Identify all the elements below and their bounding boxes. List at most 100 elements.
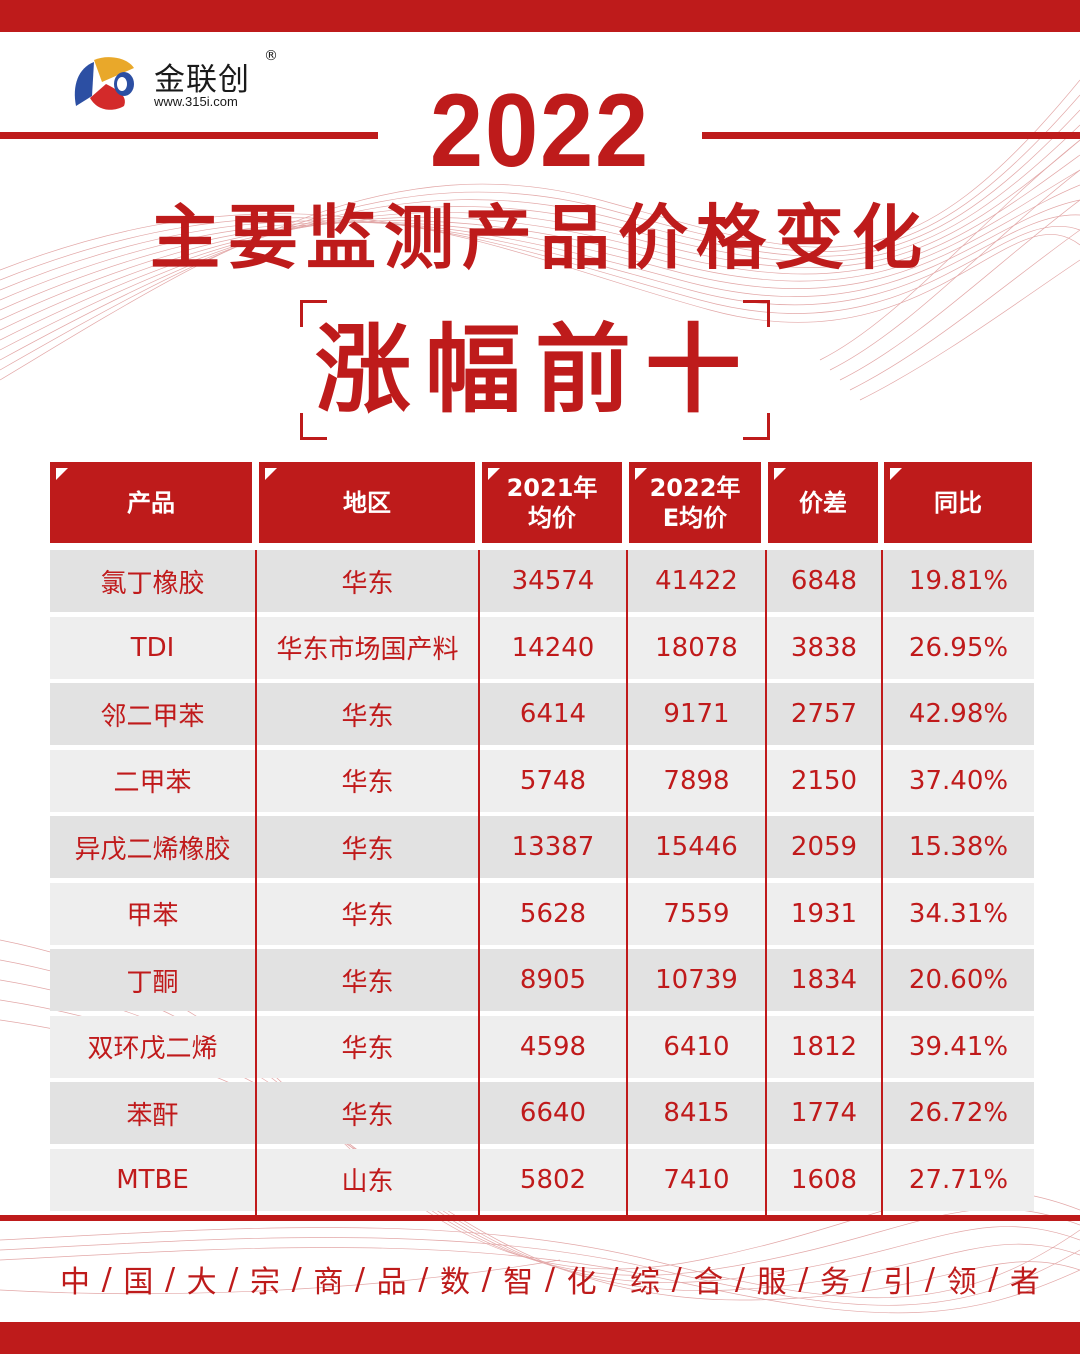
- table-row: 苯酐 华东 6640 8415 1774 26.72%: [50, 1082, 1034, 1144]
- page-subtitle: 主要监测产品价格变化: [150, 197, 930, 279]
- slogan-separator: /: [861, 1261, 872, 1297]
- cell-region: 华东: [341, 768, 394, 798]
- cell-diff: 1608: [790, 1164, 858, 1195]
- cell-avg-2022e: 9171: [663, 699, 730, 729]
- slogan-char: 综: [629, 1265, 660, 1300]
- slogan-char: 者: [1009, 1265, 1040, 1300]
- top-red-bar: [0, 0, 1080, 32]
- cell-avg-2021: 34574: [511, 566, 595, 596]
- cell-avg-2021: 6414: [519, 699, 587, 729]
- cell-yoy: 20.60%: [908, 965, 1009, 995]
- slogan-char: 宗: [249, 1265, 280, 1300]
- cell-avg-2021: 14240: [511, 632, 595, 663]
- cell-avg-2021: 5802: [519, 1164, 587, 1195]
- cell-product: 异戊二烯橡胶: [74, 834, 231, 865]
- corner-bracket: [743, 413, 770, 440]
- column-header-avg-2022e: 2022年 E均价: [629, 462, 761, 543]
- brand-url: www.315i.com: [154, 94, 238, 109]
- slogan-char: 大: [186, 1265, 217, 1300]
- cell-yoy: 39.41%: [908, 1031, 1009, 1062]
- cell-region: 华东市场国产料: [276, 635, 459, 665]
- cell-region: 华东: [341, 1034, 394, 1064]
- slogan-char: 化: [566, 1265, 597, 1300]
- cell-yoy: 26.72%: [908, 1098, 1009, 1128]
- table-row: 丁酮 华东 8905 10739 1834 20.60%: [50, 949, 1034, 1011]
- slogan-char: 合: [693, 1265, 724, 1300]
- table-row: 甲苯 华东 5628 7559 1931 34.31%: [50, 882, 1034, 945]
- slogan-separator: /: [671, 1261, 682, 1297]
- cell-yoy: 15.38%: [908, 832, 1009, 862]
- cell-product: 甲苯: [126, 901, 179, 931]
- cell-diff: 1834: [790, 965, 858, 995]
- slogan-separator: /: [988, 1261, 999, 1297]
- table-header: 产品 地区 2021年 均价 2022年 E均价 价差 同比: [50, 462, 1034, 543]
- column-header-yoy: 同比: [884, 462, 1032, 543]
- slogan-separator: /: [354, 1261, 366, 1297]
- table-bottom-rule: [0, 1215, 1080, 1221]
- slogan-separator: /: [101, 1261, 112, 1297]
- cell-diff: 3838: [790, 632, 858, 663]
- corner-bracket: [300, 300, 327, 327]
- cell-diff: 1774: [790, 1098, 858, 1128]
- slogan-separator: /: [291, 1261, 302, 1297]
- slogan-separator: /: [481, 1261, 492, 1297]
- slogan-separator: /: [418, 1261, 429, 1297]
- cell-region: 华东: [341, 967, 394, 998]
- column-divider: [255, 550, 257, 1215]
- cell-avg-2022e: 7410: [663, 1164, 730, 1195]
- cell-region: 华东: [341, 901, 394, 931]
- cell-avg-2022e: 15446: [655, 832, 738, 862]
- slogan-separator: /: [544, 1261, 556, 1297]
- title-year: 2022: [429, 73, 651, 189]
- corner-bracket: [300, 413, 327, 440]
- table-row: 氯丁橡胶 华东 34574 41422 6848 19.81%: [50, 550, 1034, 612]
- cell-yoy: 27.71%: [908, 1164, 1009, 1195]
- cell-region: 华东: [341, 834, 394, 865]
- slogan-char: 品: [376, 1265, 407, 1300]
- cell-yoy: 26.95%: [908, 632, 1009, 663]
- bottom-red-bar: [0, 1322, 1080, 1354]
- cell-yoy: 34.31%: [908, 898, 1009, 929]
- cell-yoy: 37.40%: [908, 765, 1009, 796]
- cell-avg-2022e: 10739: [655, 965, 738, 995]
- slogan-separator: /: [924, 1261, 935, 1297]
- cell-yoy: 42.98%: [908, 699, 1009, 729]
- cell-product: 邻二甲苯: [100, 701, 205, 732]
- column-header-avg-2021: 2021年 均价: [482, 462, 622, 543]
- cell-diff: 2757: [790, 699, 858, 729]
- cell-product: 氯丁橡胶: [100, 568, 205, 599]
- cell-region: 山东: [341, 1167, 394, 1197]
- cell-region: 华东: [341, 1100, 394, 1131]
- cell-diff: 1812: [790, 1031, 858, 1062]
- headline-block: 涨幅前十: [300, 300, 770, 440]
- cell-avg-2022e: 41422: [655, 566, 738, 596]
- table-row: MTBE 山东 5802 7410 1608 27.71%: [50, 1148, 1034, 1211]
- slogan-separator: /: [608, 1261, 619, 1297]
- cell-product: MTBE: [116, 1164, 189, 1195]
- cell-product: 双环戊二烯: [87, 1034, 218, 1064]
- cell-product: 苯酐: [126, 1100, 179, 1131]
- cell-diff: 1931: [790, 898, 858, 929]
- slogan-char: 引: [883, 1265, 914, 1300]
- title-rule-left: [0, 132, 378, 139]
- cell-avg-2022e: 18078: [655, 632, 738, 663]
- slogan-separator: /: [734, 1261, 745, 1297]
- title-rule-right: [702, 132, 1080, 139]
- slogan-separator: /: [798, 1261, 809, 1297]
- column-divider: [881, 550, 883, 1215]
- cell-region: 华东: [341, 568, 394, 599]
- slogan-separator: /: [228, 1261, 239, 1297]
- cell-avg-2022e: 6410: [663, 1031, 730, 1062]
- cell-avg-2022e: 8415: [663, 1098, 730, 1128]
- table-row: TDI 华东市场国产料 14240 18078 3838 26.95%: [50, 616, 1034, 679]
- cell-avg-2021: 5748: [519, 765, 587, 796]
- corner-bracket: [743, 300, 770, 327]
- column-header-region: 地区: [259, 462, 475, 543]
- cell-product: 二甲苯: [113, 768, 192, 798]
- footer-slogan: 中 / 国 / 大 / 宗 / 商 / 品 / 数 / 智 / 化 / 综 / …: [60, 1256, 1040, 1302]
- cell-avg-2021: 5628: [519, 898, 587, 929]
- cell-avg-2021: 6640: [519, 1098, 587, 1128]
- cell-avg-2021: 13387: [511, 832, 595, 862]
- cell-diff: 6848: [790, 566, 858, 596]
- column-header-product: 产品: [50, 462, 252, 543]
